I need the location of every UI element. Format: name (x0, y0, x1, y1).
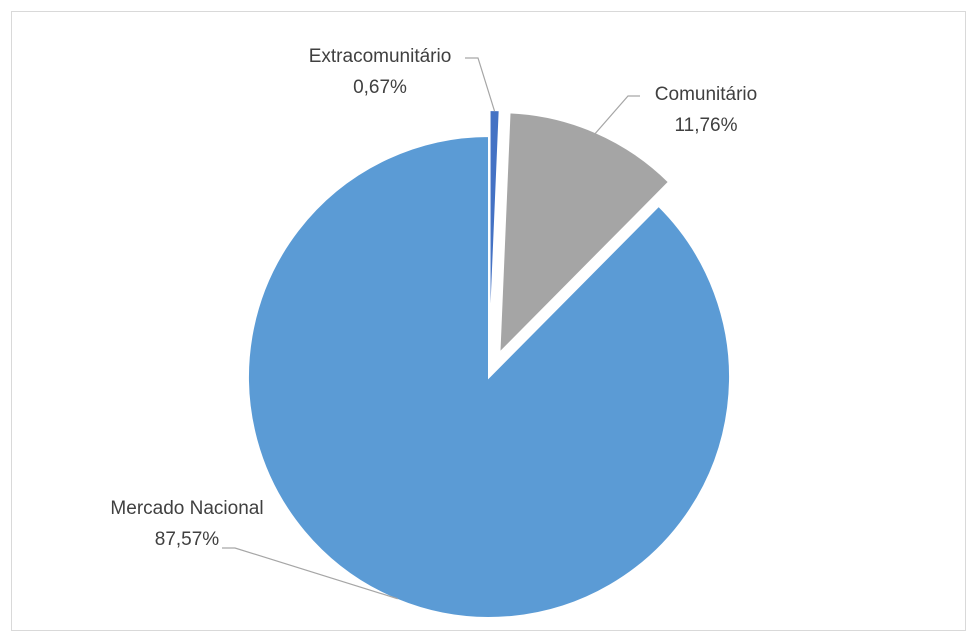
pie-slices (247, 109, 731, 619)
pie-slice-extracomunitario (488, 109, 501, 352)
leader-line-extracomunitario (465, 57, 496, 112)
slice-label-mercado-nacional-name: Mercado Nacional (110, 498, 263, 519)
slice-label-extracomunitario-name: Extracomunitário (309, 46, 452, 67)
slice-label-comunitario-value: 11,76% (674, 115, 737, 136)
slice-label-mercado-nacional-value: 87,57% (155, 529, 220, 550)
slice-label-comunitario-name: Comunitário (655, 84, 757, 105)
slice-label-extracomunitario-value: 0,67% (353, 77, 407, 98)
leader-line-mercado-nacional (222, 547, 398, 600)
leader-line-comunitario (594, 95, 640, 134)
pie-slice-mercado-nacional (247, 134, 731, 619)
leader-lines (222, 57, 640, 600)
